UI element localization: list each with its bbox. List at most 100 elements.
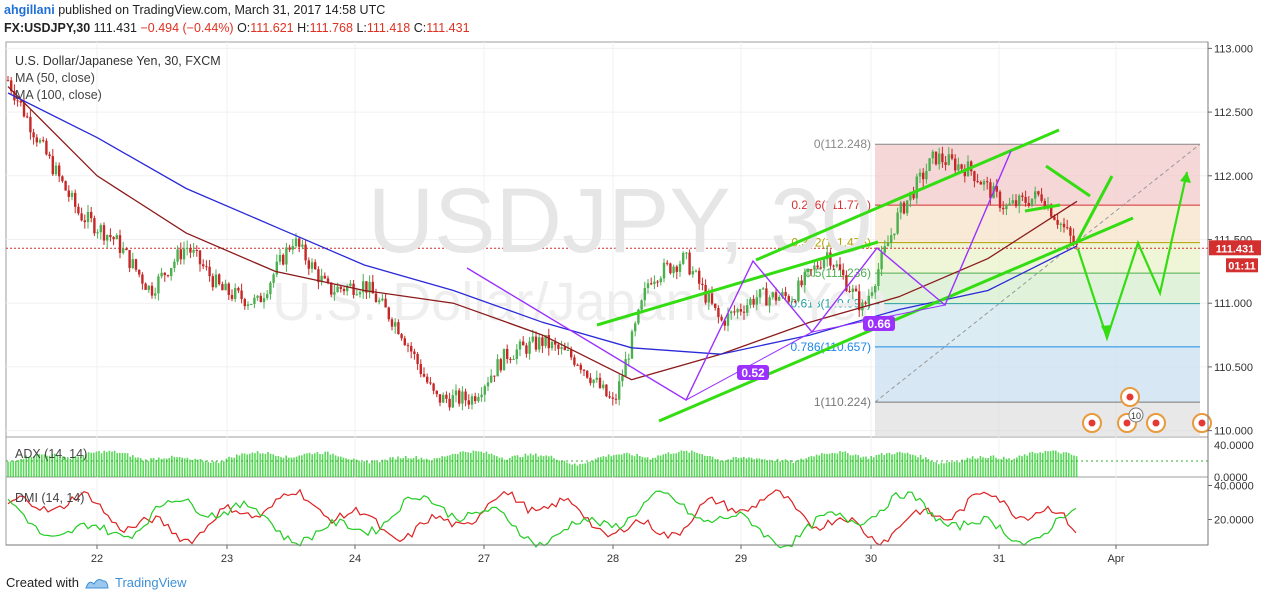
candle-body [819, 267, 822, 269]
candle-body [291, 246, 294, 250]
candle-body [963, 168, 966, 177]
candle-body [1050, 204, 1053, 217]
candle-body [1043, 200, 1046, 209]
candle-body [304, 244, 307, 261]
candle-body [474, 396, 477, 402]
channel-line [1024, 203, 1061, 213]
candle-body [1024, 196, 1027, 203]
candle-body [531, 336, 534, 342]
candle-body [394, 322, 397, 327]
candle-body [890, 235, 893, 243]
candle-body [227, 283, 230, 295]
candle-body [624, 359, 627, 377]
ma100-legend: MA (100, close) [15, 88, 102, 102]
candle-body [45, 140, 48, 155]
candle-body [445, 394, 448, 399]
price-tick-label: 111.000 [1214, 298, 1252, 310]
candle-body [10, 80, 13, 92]
event-icon-dot [1088, 419, 1096, 427]
fib-level-label: 0.618(110.997) [790, 297, 871, 311]
candle-body [560, 347, 563, 349]
candle-body [701, 283, 704, 285]
candle-body [221, 284, 224, 291]
indicator-panes [6, 450, 1208, 549]
candle-body [502, 348, 506, 371]
candle-body [256, 295, 259, 298]
chart-title: U.S. Dollar/Japanese Yen, 30, FXCM [15, 54, 221, 68]
low-label: L: [356, 21, 367, 35]
candle-body [362, 281, 365, 293]
dmi-plus-line [7, 490, 1077, 549]
candle-body [643, 288, 646, 301]
candle-body [845, 275, 848, 291]
candle-body [1005, 205, 1008, 210]
candle-body [70, 192, 74, 197]
candle-body [301, 244, 304, 247]
candle-body [102, 225, 106, 241]
candle-body [176, 249, 179, 262]
candle-body [541, 337, 544, 346]
event-icon-dot [1152, 419, 1160, 427]
candle-body [694, 270, 698, 272]
candle-body [381, 298, 384, 301]
candle-body [214, 274, 218, 288]
fibonacci-retracement[interactable]: 0(112.248) 0.236(111.770) 0.382(111.475) 0.… [6, 137, 1208, 437]
candle-body [739, 309, 742, 312]
candle-body [246, 304, 250, 307]
candle-body [266, 294, 269, 299]
candle-body [506, 348, 509, 359]
candle-body [662, 262, 666, 279]
candle-body [195, 250, 198, 252]
candle-body [749, 298, 752, 306]
candle-body [678, 263, 682, 272]
candle-body [467, 400, 470, 405]
candle-body [666, 262, 669, 264]
price-tick-label: 112.000 [1214, 171, 1253, 183]
ma50-line [7, 86, 1078, 381]
projection-arrowhead [1101, 325, 1112, 338]
candle-body [1018, 195, 1021, 207]
candle-body [208, 266, 211, 277]
ohlc-header: FX:USDJPY,30 111.431 −0.494 (−0.44%) O:1… [4, 21, 470, 37]
candle-body [19, 100, 22, 103]
candle-body [22, 102, 26, 117]
candle-body [893, 233, 896, 236]
candle-body [490, 375, 493, 383]
candle-body [323, 275, 326, 279]
tradingview-link[interactable]: TradingView [114, 575, 187, 590]
candle-body [442, 394, 445, 403]
author-link[interactable]: ahgillani [4, 3, 55, 17]
candle-body [448, 398, 451, 408]
fib-zone [875, 303, 1200, 347]
candle-body [339, 286, 342, 289]
time-tick-label: 22 [91, 553, 103, 565]
candle-body [486, 382, 490, 387]
candle-body [224, 283, 227, 291]
candle-body [179, 249, 182, 260]
candle-body [365, 281, 368, 293]
event-icon-dot [1126, 393, 1134, 401]
candle-body [397, 322, 400, 335]
price-tick-label: 110.000 [1214, 426, 1253, 438]
candle-body [774, 292, 778, 301]
candle-body [1062, 223, 1066, 228]
candle-body [374, 293, 378, 303]
candle-body [538, 337, 541, 350]
candle-body [682, 252, 685, 264]
fib-level-label: 1(110.224) [814, 395, 871, 409]
candle-body [909, 191, 912, 201]
last-price: 111.431 [93, 21, 137, 35]
price-chart[interactable]: 0(112.248)0.236(111.770)0.382(111.475)0.… [0, 40, 1269, 570]
candle-body [29, 116, 32, 133]
candle-body [157, 276, 160, 294]
candle-body [170, 268, 173, 277]
candle-body [74, 192, 77, 207]
candle-body [650, 283, 653, 285]
candle-body [83, 220, 86, 223]
drawings[interactable]: 0.52 0.66 10 [466, 128, 1212, 433]
candle-body [426, 376, 429, 383]
candle-body [342, 288, 346, 292]
candle-body [54, 165, 58, 175]
candle-body [1034, 191, 1037, 199]
publish-text: published on TradingView.com, March 31, … [58, 3, 386, 17]
